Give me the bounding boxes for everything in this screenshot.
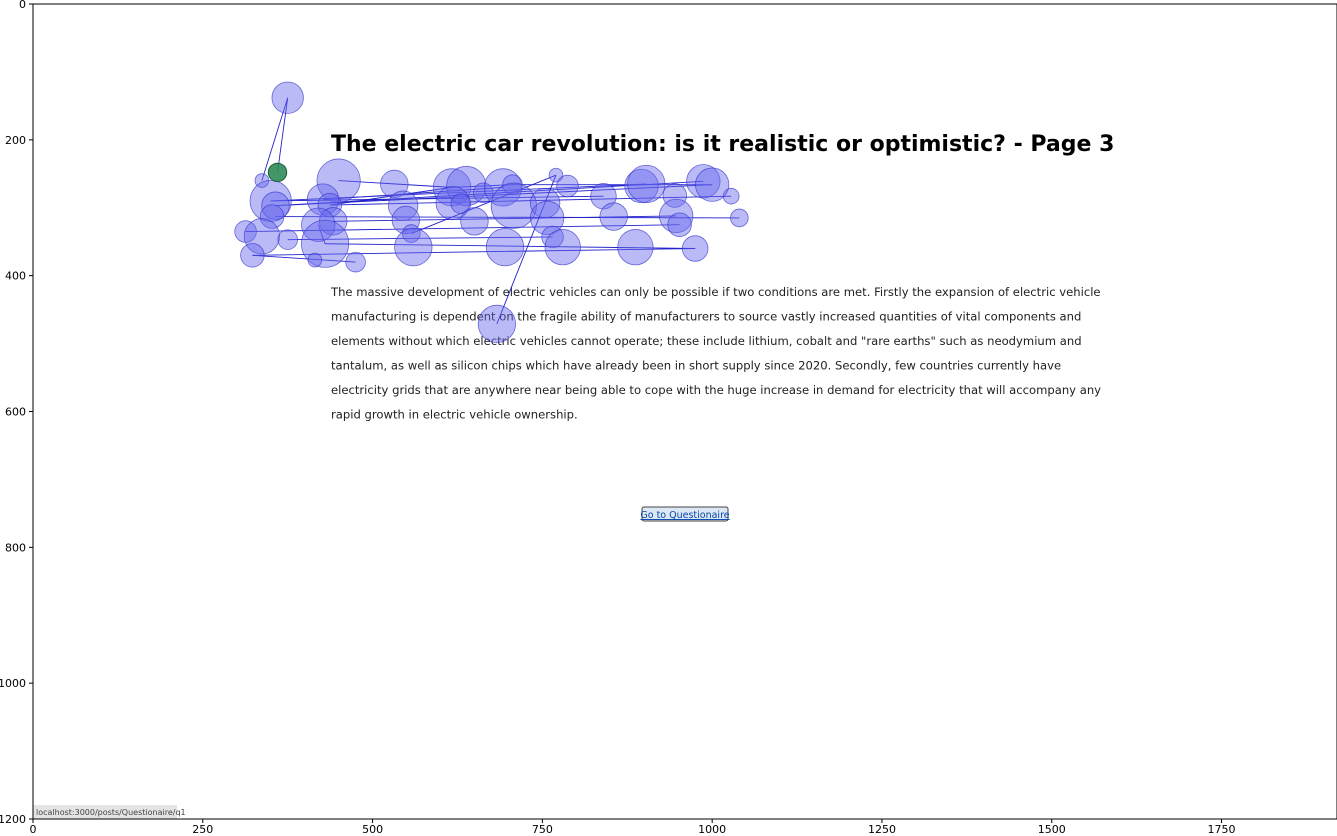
fixation-point [243, 218, 281, 255]
y-tick-label: 1000 [0, 677, 26, 690]
y-tick-label: 1200 [0, 813, 26, 826]
fixation-point [450, 193, 472, 214]
status-url: localhost:3000/posts/Questionaire/q1 [36, 808, 186, 817]
fixation-point [277, 229, 298, 250]
y-tick-label: 200 [5, 134, 26, 147]
x-tick-label: 750 [532, 823, 553, 836]
fixation-point [590, 183, 617, 210]
fixation-point [435, 185, 470, 221]
fixation-point [240, 243, 265, 268]
fixation-point [722, 187, 740, 205]
fixation-point [432, 168, 472, 207]
status-bar: localhost:3000/posts/Questionaire/q1 [33, 805, 186, 819]
fixation-point [477, 304, 516, 343]
saccade-line [287, 236, 553, 241]
saccade-line [275, 216, 740, 219]
fixation-point [541, 225, 564, 249]
saccade-line [333, 215, 677, 222]
fixation-point [695, 167, 730, 202]
fixation-point [473, 182, 494, 204]
fixation-point [271, 81, 304, 114]
y-tick-label: 400 [5, 270, 26, 283]
body-line: tantalum, as well as silicon chips which… [331, 359, 1061, 373]
saccade-line [411, 174, 557, 234]
x-tick-label: 1750 [1208, 823, 1236, 836]
body-line: manufacturing is dependent on the fragil… [331, 310, 1081, 324]
saccade-line [252, 248, 696, 256]
fixation-point [391, 205, 421, 235]
fixation-points [234, 81, 749, 343]
saccade-line [270, 183, 647, 202]
x-tick-label: 1250 [868, 823, 896, 836]
fixation-point [402, 224, 421, 243]
fixation-point [686, 164, 721, 199]
fixation-point [667, 212, 692, 237]
saccade-line [325, 243, 696, 249]
fixation-point [681, 235, 709, 262]
body-line: electricity grids that are anywhere near… [331, 383, 1101, 397]
go-to-questionaire-label[interactable]: Go to Questionaire [640, 510, 729, 521]
saccade-line [275, 180, 704, 207]
y-tick-label: 800 [5, 541, 26, 554]
y-tick-label: 600 [5, 406, 26, 419]
fixation-point [662, 183, 688, 208]
fixation-point [529, 187, 561, 219]
fixation-point [345, 251, 366, 273]
fixation-point [259, 204, 285, 229]
fixation-point [624, 168, 659, 204]
fixation-point [730, 208, 749, 228]
fixation-point [490, 182, 537, 229]
fixation-point [387, 190, 419, 221]
page-title: The electric car revolution: is it reali… [331, 132, 1114, 157]
fixation-point [617, 229, 654, 266]
body-line: The massive development of electric vehi… [330, 285, 1101, 299]
fixation-point [627, 164, 666, 204]
go-to-questionaire-button[interactable]: Go to Questionaire [640, 506, 730, 522]
x-tick-label: 1500 [1038, 823, 1066, 836]
body-paragraph: The massive development of electric vehi… [330, 285, 1101, 422]
body-line: elements without which electric vehicles… [331, 334, 1082, 348]
y-axis-ticks: 0 200 400 600 800 1000 1200 [0, 0, 33, 826]
fixation-point [544, 229, 581, 266]
saccade-line [252, 254, 356, 263]
x-tick-label: 250 [192, 823, 213, 836]
fixation-point [301, 219, 350, 268]
current-fixation-point [267, 162, 288, 183]
stimulus-page: The electric car revolution: is it reali… [33, 132, 1114, 819]
x-tick-label: 0 [30, 823, 37, 836]
fixation-point [556, 174, 579, 198]
fixation-point [394, 228, 433, 267]
saccade-line [329, 186, 453, 206]
saccade-line [322, 186, 504, 201]
fixation-point [485, 228, 525, 267]
fixation-point [460, 207, 489, 236]
saccade-line [261, 97, 289, 181]
fixation-point [261, 191, 290, 220]
fixation-point [446, 165, 487, 207]
x-tick-label: 500 [362, 823, 383, 836]
fixation-point [307, 252, 323, 268]
x-axis-ticks: 0 250 500 750 1000 1250 1500 1750 [30, 819, 1236, 836]
saccade-line [277, 97, 289, 173]
fixation-point [599, 202, 628, 231]
fixation-point [301, 207, 336, 242]
y-tick-label: 0 [19, 0, 26, 11]
x-tick-label: 1000 [698, 823, 726, 836]
fixation-point [249, 179, 292, 223]
body-line: rapid growth in electric vehicle ownersh… [331, 408, 578, 422]
saccade-line [496, 174, 557, 325]
